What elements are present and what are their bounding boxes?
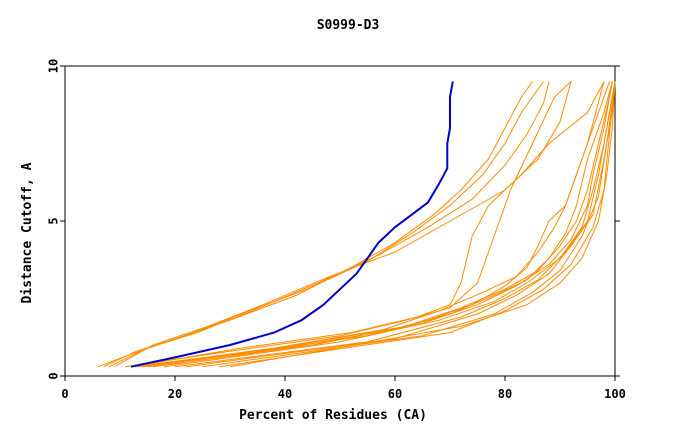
- x-tick-label: 80: [498, 387, 512, 401]
- model-curve: [147, 81, 613, 368]
- model-curve: [130, 81, 605, 368]
- chart-title: S0999-D3: [317, 18, 380, 33]
- model-curve: [202, 81, 616, 368]
- x-tick-label: 100: [604, 387, 626, 401]
- model-curve: [114, 81, 572, 368]
- y-axis-label: Distance Cutoff, A: [20, 162, 35, 303]
- y-tick-label: 5: [47, 217, 61, 224]
- model-curve: [108, 81, 550, 368]
- model-curve: [103, 81, 544, 368]
- model-curve: [130, 81, 605, 368]
- x-tick-label: 0: [61, 387, 68, 401]
- x-tick-label: 60: [388, 387, 402, 401]
- x-tick-label: 40: [278, 387, 292, 401]
- axis-ticks: 0 20 40 60 80 100 0 5 10: [47, 59, 626, 401]
- highlighted-model-curve: [130, 81, 454, 368]
- y-tick-label: 10: [47, 59, 61, 73]
- model-curve: [218, 81, 616, 368]
- x-tick-label: 20: [168, 387, 182, 401]
- highlighted-curve: [130, 81, 454, 368]
- plot-frame: [64, 65, 616, 377]
- y-tick-label: 0: [47, 372, 61, 379]
- model-curve: [229, 81, 616, 368]
- x-axis-label: Percent of Residues (CA): [239, 408, 427, 423]
- model-curve: [136, 81, 610, 368]
- model-curves: [97, 81, 616, 368]
- model-curve: [125, 81, 572, 368]
- model-curve: [152, 81, 613, 368]
- model-curve: [174, 81, 616, 368]
